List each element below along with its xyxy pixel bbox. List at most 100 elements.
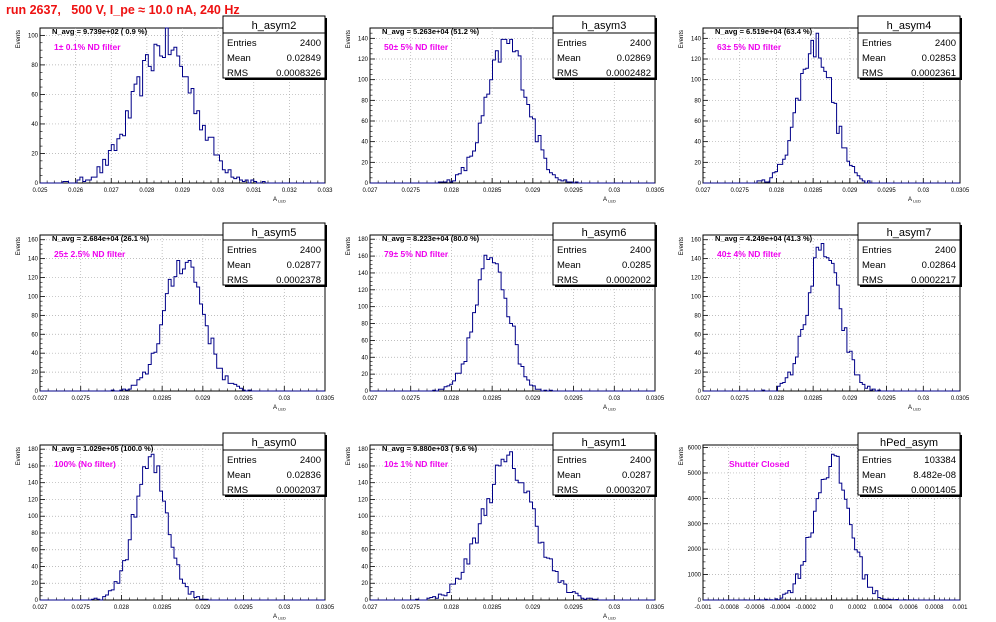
x-tick-label: 0.028 — [444, 396, 460, 402]
y-tick-label: 100 — [691, 78, 702, 84]
y-tick-label: 80 — [31, 531, 38, 537]
x-tick-label: 0.0295 — [234, 605, 253, 611]
histogram-curve — [703, 243, 960, 392]
stats-value: 2400 — [300, 245, 321, 256]
stats-label: RMS — [227, 275, 248, 286]
x-tick-label: 0.028 — [769, 188, 785, 194]
stats-value: 0.02853 — [922, 53, 956, 64]
stats-value: 0.02877 — [287, 260, 321, 271]
histogram-name: h_asym2 — [252, 20, 297, 32]
x-tick-label: 0.0275 — [72, 396, 91, 402]
y-tick-label: 40 — [361, 140, 368, 146]
histogram-panel-h_asym4: 0.027 0.0275 0.028 0.0285 0.029 0.0295 0.03 0.0… — [679, 15, 970, 204]
y-tick-label: 80 — [361, 322, 368, 328]
y-axis-label: Events — [679, 30, 685, 48]
x-tick-label: 0.0008 — [925, 605, 944, 611]
x-tick-label: 0.027 — [695, 396, 711, 402]
stats-value: 0.0287 — [622, 470, 651, 481]
y-tick-label: 100 — [358, 514, 369, 520]
x-tick-label: 0.0295 — [877, 396, 896, 402]
y-tick-label: 0 — [365, 598, 369, 604]
y-tick-label: 0 — [35, 389, 39, 395]
histogram-name: hPed_asym — [880, 437, 938, 449]
y-tick-label: 60 — [31, 332, 38, 338]
x-tick-label: -0.0006 — [744, 605, 765, 611]
stats-value: 0.0002361 — [911, 68, 956, 79]
histogram-name: h_asym0 — [252, 437, 297, 449]
y-tick-label: 4000 — [688, 496, 702, 502]
x-tick-label: 0.028 — [114, 396, 130, 402]
x-tick-label: 0.028 — [444, 605, 460, 611]
x-tick-label: 0.0275 — [402, 188, 421, 194]
filter-label: 10± 1% ND filter — [384, 459, 449, 469]
x-tick-label: 0.0305 — [951, 396, 970, 402]
navg-label: N_avg = 8.223e+04 (80.0 %) — [382, 234, 480, 243]
page-title: run 2637, 500 V, I_pe ≈ 10.0 nA, 240 Hz — [6, 3, 240, 17]
x-tick-label: 0.0295 — [877, 188, 896, 194]
x-tick-label: 0.03 — [608, 605, 620, 611]
histogram-panel-h_asym0: 0.027 0.0275 0.028 0.0285 0.029 0.0295 0.03 0.0… — [16, 432, 335, 621]
x-tick-label: 0.026 — [68, 188, 84, 194]
x-axis-label: A LED — [273, 614, 286, 621]
x-tick-label: 0.027 — [695, 188, 711, 194]
y-tick-label: 100 — [28, 294, 39, 300]
stats-value: 2400 — [630, 38, 651, 49]
y-tick-label: 160 — [691, 238, 702, 244]
stats-label: Mean — [227, 53, 251, 64]
y-tick-label: 80 — [31, 63, 38, 69]
x-tick-label: 0.03 — [608, 188, 620, 194]
x-tick-label: 0.031 — [246, 188, 262, 194]
filter-label: 25± 2.5% ND filter — [54, 249, 126, 259]
x-tick-label: 0.029 — [525, 396, 541, 402]
x-tick-label: 0.028 — [444, 188, 460, 194]
stats-value: 2400 — [630, 245, 651, 256]
x-tick-label: 0.03 — [278, 396, 290, 402]
stats-label: Entries — [862, 455, 892, 466]
x-tick-label: 0.029 — [842, 188, 858, 194]
navg-label: N_avg = 2.684e+04 (26.1 %) — [52, 234, 150, 243]
stats-box — [222, 222, 326, 286]
x-tick-label: 0.0305 — [951, 188, 970, 194]
x-axis-label: A LED — [273, 405, 286, 412]
histogram-curve — [370, 254, 655, 392]
filter-label: 50± 5% ND filter — [384, 42, 449, 52]
x-tick-label: 0.028 — [769, 396, 785, 402]
y-tick-label: 100 — [28, 514, 39, 520]
x-tick-label: 0.0285 — [804, 396, 823, 402]
x-tick-label: 0 — [830, 605, 834, 611]
navg-label: N_avg = 1.029e+05 (100.0 %) — [52, 444, 154, 453]
filter-label: 79± 5% ND filter — [384, 249, 449, 259]
y-tick-label: 160 — [358, 464, 369, 470]
histogram-curve — [40, 260, 325, 392]
y-axis-label: Events — [346, 447, 352, 465]
y-tick-label: 140 — [28, 257, 39, 263]
x-tick-label: -0.0004 — [770, 605, 791, 611]
y-tick-label: 40 — [694, 351, 701, 357]
y-tick-label: 40 — [31, 351, 38, 357]
filter-label: 1± 0.1% ND filter — [54, 42, 121, 52]
y-tick-label: 120 — [358, 497, 369, 503]
y-tick-label: 2000 — [688, 547, 702, 553]
x-tick-label: 0.027 — [362, 188, 378, 194]
stats-value: 0.0001405 — [911, 485, 956, 496]
y-tick-label: 120 — [691, 57, 702, 63]
x-tick-label: 0.03 — [278, 605, 290, 611]
x-tick-label: 0.0305 — [316, 605, 335, 611]
x-tick-label: -0.0008 — [719, 605, 740, 611]
histogram-curve — [370, 451, 655, 601]
y-axis-label: Events — [16, 30, 22, 48]
y-tick-label: 0 — [365, 181, 369, 187]
y-tick-label: 120 — [691, 276, 702, 282]
x-tick-label: 0.0275 — [402, 396, 421, 402]
stats-value: 0.0002037 — [276, 485, 321, 496]
stats-label: RMS — [862, 275, 883, 286]
navg-label: N_avg = 9.739e+02 ( 0.9 %) — [52, 27, 148, 36]
stats-label: Entries — [557, 38, 587, 49]
x-tick-label: 0.029 — [195, 605, 211, 611]
filter-label: 63± 5% ND filter — [717, 42, 782, 52]
stats-label: RMS — [227, 68, 248, 79]
stats-box — [552, 432, 656, 496]
stats-label: Mean — [862, 260, 886, 271]
x-tick-label: 0.0285 — [804, 188, 823, 194]
stats-label: Entries — [227, 245, 257, 256]
